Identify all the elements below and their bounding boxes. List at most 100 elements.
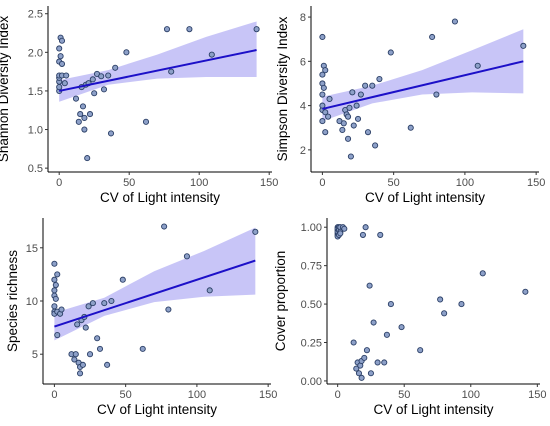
data-point [383, 331, 390, 338]
data-point [54, 271, 61, 278]
data-point [374, 359, 381, 366]
data-point [346, 104, 353, 111]
data-point [89, 76, 96, 83]
confidence-band [54, 227, 256, 341]
data-point [91, 90, 98, 97]
data-point [366, 282, 373, 289]
data-point [429, 33, 436, 41]
data-point [377, 231, 384, 238]
x-axis-title: CV of Light intensity [365, 190, 485, 205]
data-point [326, 95, 333, 103]
data-point [108, 297, 115, 305]
data-point [105, 72, 112, 79]
data-point [52, 281, 59, 289]
data-point [142, 118, 150, 125]
y-tick-label: 6 [300, 56, 306, 68]
data-point [85, 303, 92, 310]
data-point [84, 155, 91, 162]
data-point [441, 310, 448, 317]
x-axis-title: CV of Light intensity [373, 402, 493, 417]
species-richness-panel: 0 50 100 150 5 10 15 CV of Light intensity Speci… [5, 218, 277, 417]
y-tick-label: 2.0 [28, 47, 43, 59]
data-point [100, 86, 108, 93]
data-point [364, 129, 372, 136]
data-point [319, 71, 326, 78]
data-point [387, 301, 394, 308]
y-tick-label: 1.00 [301, 222, 322, 234]
data-point [354, 115, 362, 122]
data-point [350, 339, 357, 346]
data-point [319, 102, 326, 109]
y-axis-title: Species richness [5, 250, 20, 352]
data-point [72, 95, 80, 102]
y-axis-title: Cover proportion [273, 251, 288, 352]
data-point [54, 332, 61, 339]
data-point [186, 26, 193, 33]
data-point [101, 300, 108, 307]
y-tick-label: 1.5 [28, 86, 43, 98]
data-point [61, 80, 68, 87]
data-point [437, 296, 444, 303]
data-point [407, 124, 414, 131]
data-point [183, 253, 190, 260]
data-point [165, 306, 172, 313]
data-point [107, 130, 115, 137]
data-point [51, 303, 58, 310]
y-tick-label: 1.0 [28, 125, 43, 137]
y-tick-label: 10 [26, 296, 38, 308]
data-point [86, 351, 94, 358]
data-point [86, 111, 94, 118]
data-point [340, 120, 347, 127]
data-point [319, 33, 326, 41]
x-tick-label: 100 [188, 389, 206, 401]
data-point [320, 84, 327, 91]
data-point [56, 45, 63, 52]
data-point [362, 82, 369, 89]
data-point [81, 114, 88, 122]
data-point [451, 18, 458, 25]
data-point [81, 126, 88, 133]
x-axis-title: CV of Light intensity [97, 402, 217, 417]
y-axis-title: Shannon Diversity Index [0, 16, 11, 163]
data-point [253, 26, 260, 33]
y-tick-label: 0.00 [301, 376, 322, 388]
data-point [479, 270, 486, 277]
x-tick-label: 50 [398, 389, 410, 401]
data-point [361, 354, 368, 361]
data-point [77, 370, 84, 377]
data-point [522, 288, 529, 295]
y-tick-label: 0.50 [301, 299, 322, 311]
data-point [362, 224, 369, 231]
data-point [387, 49, 394, 56]
data-point [252, 228, 259, 235]
x-tick-label: 0 [51, 389, 57, 401]
data-point [79, 103, 87, 110]
data-point [458, 301, 465, 308]
data-point [433, 91, 440, 98]
data-point [322, 67, 329, 74]
x-tick-label: 150 [260, 177, 278, 189]
data-point [82, 324, 89, 331]
regression-line [54, 259, 256, 328]
data-point [367, 370, 374, 377]
data-point [370, 319, 377, 326]
data-point [322, 109, 329, 116]
data-point [372, 142, 379, 149]
data-point [358, 374, 365, 381]
y-tick-label: 2 [300, 145, 306, 157]
data-point [168, 68, 175, 75]
x-tick-label: 150 [259, 389, 277, 401]
data-point [417, 347, 424, 354]
x-tick-label: 100 [462, 389, 480, 401]
data-point [337, 230, 344, 237]
shannon-diversity-panel: 0 50 100 150 0.5 1.0 1.5 2.0 2.5 CV of Light inte… [0, 6, 278, 205]
data-point [339, 126, 346, 133]
data-point [350, 122, 357, 129]
data-point [355, 370, 363, 377]
data-point [359, 231, 366, 238]
data-point [341, 225, 348, 232]
y-tick-label: 4 [300, 101, 306, 113]
confidence-band [322, 29, 524, 122]
data-point [58, 306, 65, 313]
